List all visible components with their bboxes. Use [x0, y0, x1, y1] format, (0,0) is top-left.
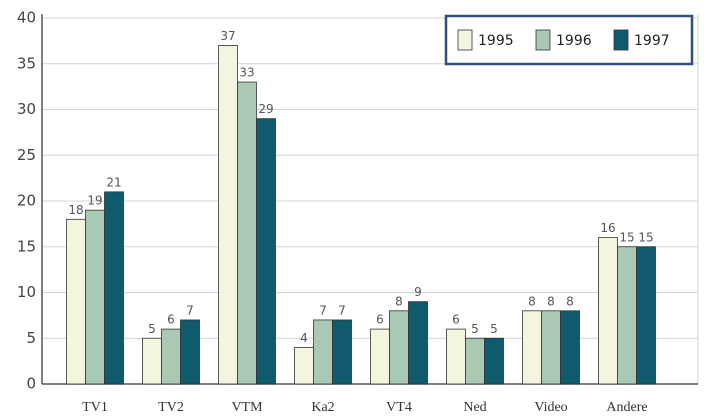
x-tick-label: Ned	[463, 400, 486, 415]
value-label: 15	[638, 230, 653, 244]
bar	[142, 337, 162, 385]
bar	[389, 310, 409, 385]
bar	[446, 328, 466, 385]
value-label: 7	[319, 303, 327, 317]
bar	[66, 218, 86, 385]
x-tick-label: TV2	[158, 400, 184, 415]
x-tick-label: VT4	[386, 400, 412, 415]
value-label: 6	[167, 313, 175, 327]
y-tick-label: 25	[17, 146, 36, 164]
x-tick-label: Video	[534, 400, 567, 415]
value-label: 15	[619, 230, 634, 244]
bar	[313, 319, 333, 385]
y-tick-label: 40	[17, 9, 36, 27]
bar	[484, 337, 504, 385]
value-label: 8	[395, 294, 403, 308]
value-label: 9	[414, 285, 422, 299]
value-label: 7	[338, 303, 346, 317]
bar	[180, 319, 200, 385]
value-label: 7	[186, 303, 194, 317]
y-tick-label: 0	[26, 375, 36, 393]
value-label: 8	[528, 294, 536, 308]
legend-label: 1997	[634, 33, 670, 49]
bar	[332, 319, 352, 385]
value-label: 16	[600, 221, 615, 235]
value-label: 37	[220, 29, 235, 43]
bar	[294, 346, 314, 385]
bar	[104, 191, 124, 385]
bar	[598, 237, 618, 385]
bar	[161, 328, 181, 385]
bar	[256, 118, 276, 385]
value-label: 19	[87, 194, 102, 208]
value-label: 29	[258, 102, 273, 116]
x-tick-label: Ka2	[311, 400, 334, 415]
bar	[522, 310, 542, 385]
value-label: 8	[547, 294, 555, 308]
bar	[636, 246, 656, 385]
y-tick-label: 35	[17, 54, 36, 72]
value-label: 33	[239, 66, 254, 80]
value-label: 6	[376, 313, 384, 327]
y-tick-label: 10	[17, 283, 36, 301]
legend-box	[444, 14, 694, 66]
bar	[560, 310, 580, 385]
y-tick-label: 30	[17, 100, 36, 118]
value-label: 5	[490, 322, 498, 336]
value-label: 8	[566, 294, 574, 308]
value-label: 21	[106, 175, 121, 189]
legend-swatch	[613, 29, 629, 51]
bar	[541, 310, 561, 385]
bar	[370, 328, 390, 385]
legend-label: 1996	[556, 33, 592, 49]
y-tick-label: 5	[26, 329, 36, 347]
value-label: 5	[471, 322, 479, 336]
legend-swatch	[457, 29, 473, 51]
bar	[465, 337, 485, 385]
bar	[617, 246, 637, 385]
legend-swatch	[535, 29, 551, 51]
x-tick-label: Andere	[606, 400, 647, 415]
x-tick-label: VTM	[231, 400, 263, 415]
bar	[408, 301, 428, 385]
value-label: 6	[452, 313, 460, 327]
value-label: 18	[68, 203, 83, 217]
value-label: 4	[300, 331, 308, 345]
bar	[218, 45, 238, 385]
x-tick-label: TV1	[82, 400, 108, 415]
value-label: 5	[148, 322, 156, 336]
legend-label: 1995	[478, 33, 514, 49]
y-tick-label: 15	[17, 237, 36, 255]
bar	[85, 209, 105, 385]
bar	[237, 81, 257, 385]
y-tick-label: 20	[17, 192, 36, 210]
